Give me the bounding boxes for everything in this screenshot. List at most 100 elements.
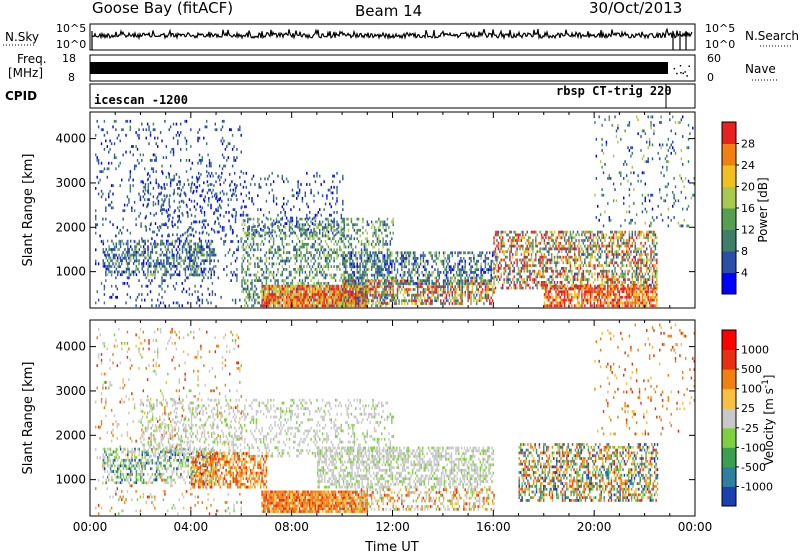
heatmap-cell	[350, 276, 353, 280]
heatmap-cell	[378, 273, 380, 277]
heatmap-cell	[448, 254, 451, 257]
heatmap-cell	[142, 153, 145, 157]
heatmap-cell	[457, 262, 459, 266]
heatmap-cell	[139, 153, 142, 157]
heatmap-cell	[378, 285, 380, 289]
heatmap-cell	[346, 223, 348, 227]
heatmap-cell	[406, 288, 409, 291]
heatmap-cell	[131, 270, 133, 274]
heatmap-cell	[324, 282, 327, 285]
heatmap-cell	[162, 171, 164, 175]
heatmap-cell	[293, 298, 295, 302]
heatmap-cell	[373, 279, 376, 283]
heatmap-cell	[474, 262, 477, 266]
heatmap-cell	[437, 288, 439, 291]
heatmap-cell	[509, 230, 511, 234]
heatmap-cell	[113, 265, 116, 268]
heatmap-cell	[151, 245, 154, 249]
heatmap-cell	[157, 226, 159, 229]
heatmap-cell	[355, 251, 357, 255]
heatmap-cell	[486, 251, 488, 255]
heatmap-cell	[275, 279, 278, 282]
heatmap-cell	[223, 156, 225, 159]
heatmap-cell	[200, 161, 202, 165]
heatmap-cell	[494, 286, 497, 290]
heatmap-cell	[254, 301, 256, 305]
heatmap-cell	[404, 299, 406, 303]
heatmap-cell	[555, 283, 557, 287]
heatmap-cell	[372, 285, 374, 289]
heatmap-cell	[277, 248, 279, 252]
heatmap-cell	[359, 262, 361, 266]
heatmap-cell	[119, 228, 121, 232]
heatmap-cell	[383, 290, 386, 294]
heatmap-cell	[114, 256, 116, 260]
heatmap-cell	[184, 248, 187, 251]
heatmap-cell	[340, 273, 343, 277]
heatmap-cell	[512, 244, 514, 248]
heatmap-cell	[307, 223, 309, 227]
heatmap-cell	[297, 180, 299, 184]
heatmap-cell	[297, 268, 299, 271]
heatmap-cell	[369, 293, 371, 297]
heatmap-cell	[555, 247, 557, 251]
heatmap-cell	[281, 240, 284, 243]
heatmap-cell	[198, 237, 201, 241]
heatmap-cell	[239, 298, 241, 302]
heatmap-cell	[363, 290, 366, 294]
heatmap-cell	[321, 194, 324, 198]
heatmap-cell	[451, 290, 454, 294]
heatmap-cell	[434, 276, 436, 280]
heatmap-cell	[491, 259, 494, 263]
heatmap-cell	[194, 273, 196, 277]
heatmap-cell	[401, 302, 403, 305]
heatmap-cell	[434, 290, 436, 294]
heatmap-cell	[251, 226, 253, 229]
heatmap-cell	[352, 226, 354, 229]
heatmap-cell	[161, 170, 163, 173]
heatmap-cell	[525, 250, 527, 254]
heatmap-cell	[291, 293, 294, 296]
heatmap-cell	[251, 197, 253, 200]
heatmap-cell	[309, 216, 311, 220]
heatmap-cell	[173, 174, 175, 178]
heatmap-cell	[283, 180, 285, 184]
heatmap-cell	[237, 245, 240, 249]
heatmap-cell	[490, 302, 492, 305]
heatmap-cell	[184, 267, 187, 271]
heatmap-cell	[379, 223, 381, 227]
heatmap-cell	[442, 265, 445, 269]
heatmap-cell	[193, 270, 195, 274]
heatmap-cell	[115, 167, 117, 171]
heatmap-cell	[213, 194, 216, 198]
heatmap-cell	[97, 181, 100, 185]
heatmap-cell	[275, 298, 278, 302]
heatmap-cell	[290, 273, 292, 277]
heatmap-cell	[99, 170, 101, 173]
heatmap-cell	[297, 254, 299, 257]
heatmap-cell	[333, 256, 335, 260]
heatmap-cell	[297, 185, 299, 189]
heatmap-cell	[129, 119, 132, 123]
heatmap-cell	[484, 254, 487, 257]
heatmap-cell	[553, 247, 556, 251]
heatmap-cell	[339, 287, 341, 291]
heatmap-cell	[158, 253, 161, 257]
heatmap-cell	[334, 295, 337, 299]
heatmap-cell	[525, 261, 527, 265]
heatmap-cell	[490, 282, 492, 286]
heatmap-cell	[530, 258, 533, 262]
heatmap-cell	[336, 293, 338, 296]
heatmap-cell	[321, 251, 324, 254]
heatmap-cell	[258, 265, 260, 268]
heatmap-cell	[359, 282, 361, 285]
nave-right-label: Nave	[745, 62, 776, 76]
heatmap-cell	[206, 259, 208, 263]
heatmap-cell	[113, 156, 116, 159]
heatmap-cell	[333, 251, 335, 254]
heatmap-cell	[147, 259, 149, 263]
heatmap-cell	[152, 122, 155, 126]
heatmap-cell	[405, 290, 407, 294]
heatmap-cell	[317, 279, 320, 282]
heatmap-cell	[268, 304, 271, 308]
